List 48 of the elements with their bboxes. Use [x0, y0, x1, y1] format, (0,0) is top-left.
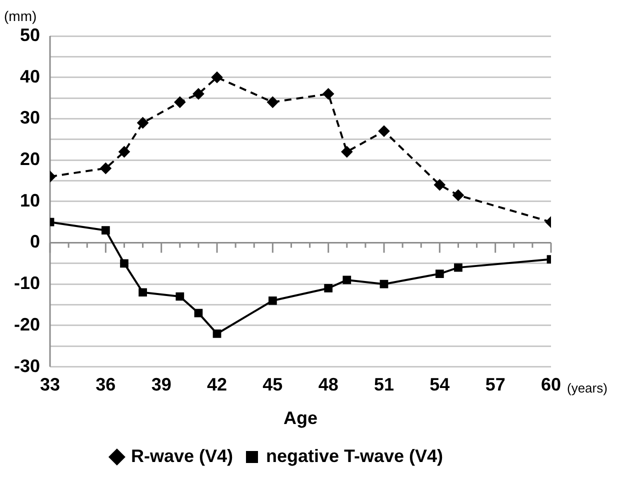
- y-tick-label: 10: [20, 190, 40, 210]
- x-tick-label: 60: [540, 374, 562, 395]
- y-axis-title: (mm): [4, 8, 37, 24]
- point: [322, 88, 334, 100]
- point: [194, 308, 203, 318]
- y-tick-label: 20: [20, 149, 40, 170]
- point: [452, 190, 464, 201]
- y-tick-label: -30: [14, 356, 40, 376]
- x-tick-label: 48: [318, 374, 338, 395]
- x-tick-label: 33: [40, 374, 60, 395]
- y-tick-label: 50: [20, 24, 40, 45]
- y-tick-label: -20: [14, 314, 40, 334]
- x-tick-label: 57: [485, 374, 506, 395]
- point: [378, 126, 390, 137]
- point: [268, 296, 277, 305]
- x-axis-title: Age: [284, 408, 318, 428]
- point: [435, 270, 444, 278]
- point: [100, 162, 112, 174]
- point: [174, 96, 186, 108]
- point: [118, 146, 130, 158]
- y-tick-label: 30: [20, 108, 40, 128]
- point: [212, 330, 222, 338]
- point: [341, 146, 352, 158]
- point: [212, 72, 223, 83]
- point: [138, 288, 147, 297]
- point: [267, 96, 278, 108]
- point: [324, 284, 333, 292]
- point: [192, 88, 204, 100]
- legend-label: negative T-wave (V4): [266, 446, 444, 466]
- legend-label: R-wave (V4): [130, 446, 233, 466]
- point: [380, 280, 388, 288]
- text: (years): [567, 380, 608, 396]
- x-tick-label: 42: [206, 374, 228, 395]
- y-tick-label: 0: [30, 232, 40, 252]
- point: [454, 263, 462, 272]
- point: [137, 117, 148, 128]
- y-tick-label: -10: [14, 273, 40, 294]
- point: [176, 292, 184, 301]
- point: [434, 179, 446, 190]
- x-tick-label: 51: [374, 374, 394, 395]
- point: [342, 276, 352, 284]
- x-tick-label: 36: [96, 374, 116, 395]
- point: [120, 259, 128, 268]
- point: [102, 226, 110, 235]
- x-tick-label: 54: [430, 374, 450, 395]
- y-tick-label: 40: [20, 66, 40, 86]
- x-tick-label: 45: [262, 374, 283, 395]
- x-tick-label: 39: [151, 374, 172, 395]
